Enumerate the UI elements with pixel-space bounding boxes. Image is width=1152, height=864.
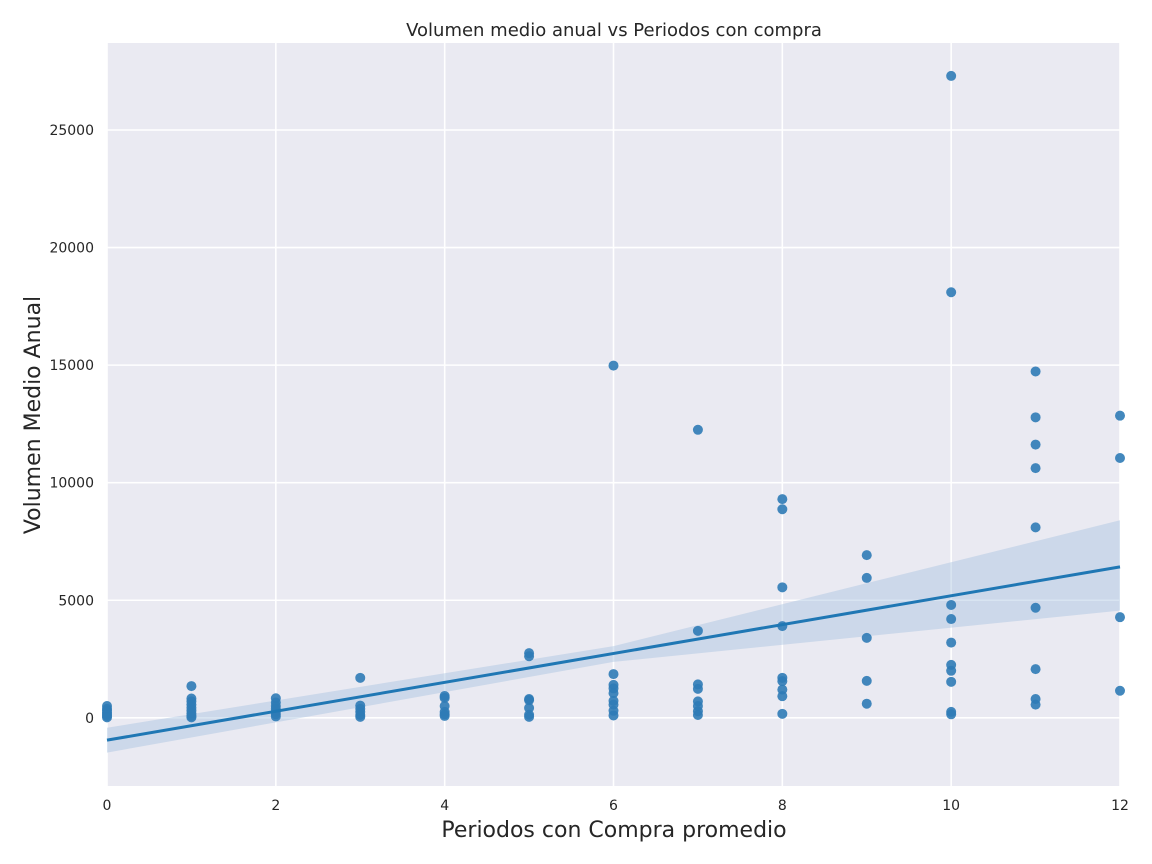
regression-line: [106, 565, 1121, 742]
scatter-point: [1030, 366, 1041, 377]
confidence-band: [107, 520, 1120, 753]
scatter-point: [608, 710, 619, 721]
scatter-point: [861, 572, 872, 583]
scatter-point: [270, 711, 281, 722]
y-axis-label: Volumen Medio Anual: [21, 296, 46, 534]
scatter-point: [1030, 439, 1041, 450]
x-tick-label: 2: [271, 798, 280, 814]
scatter-point: [1030, 463, 1041, 474]
scatter-point: [1030, 602, 1041, 613]
scatter-point: [1115, 452, 1125, 463]
scatter-point: [524, 651, 535, 662]
y-tick-label: 10000: [49, 476, 94, 492]
scatter-point: [861, 675, 872, 686]
scatter-point: [692, 709, 703, 720]
scatter-point: [946, 287, 957, 298]
x-tick-label: 12: [1111, 798, 1129, 814]
scatter-point: [946, 637, 957, 648]
scatter-point: [1115, 685, 1125, 696]
scatter-point: [186, 712, 197, 723]
scatter-point: [1030, 522, 1041, 533]
scatter-point: [1115, 612, 1125, 623]
chart-title: Volumen medio anual vs Periodos con comp…: [406, 20, 822, 41]
scatter-point: [777, 691, 788, 702]
scatter-point: [777, 676, 788, 687]
scatter-point: [861, 550, 872, 561]
scatter-point: [777, 708, 788, 719]
x-axis-label: Periodos con Compra promedio: [441, 818, 786, 843]
scatter-point: [777, 494, 788, 505]
scatter-point: [1030, 664, 1041, 675]
y-tick-label: 0: [85, 711, 94, 727]
y-tick-label: 20000: [49, 241, 94, 257]
data-points: [102, 70, 1125, 723]
scatter-point: [524, 711, 535, 722]
x-tick-label: 6: [609, 798, 618, 814]
scatter-point: [439, 710, 450, 721]
scatter-point: [186, 681, 197, 692]
scatter-point: [946, 665, 957, 676]
scatter-point: [439, 692, 450, 703]
scatter-point: [608, 360, 619, 371]
scatter-point: [1030, 699, 1041, 710]
x-tick-label: 10: [942, 798, 960, 814]
x-tick-labels: 0 2 4 6 8 10 12: [103, 798, 1129, 814]
scatter-point: [608, 688, 619, 699]
y-tick-label: 25000: [49, 123, 94, 139]
x-tick-label: 4: [440, 798, 449, 814]
scatter-point: [1030, 412, 1041, 423]
scatter-point: [1115, 410, 1125, 421]
scatter-point: [946, 70, 957, 81]
scatter-point: [777, 504, 788, 515]
scatter-point: [777, 582, 788, 593]
scatter-point: [946, 709, 957, 720]
scatter-point: [355, 711, 366, 722]
y-tick-labels: 0 5000 10000 15000 20000 25000: [49, 123, 94, 727]
y-tick-label: 15000: [49, 358, 94, 374]
scatter-point: [608, 669, 619, 680]
x-tick-label: 0: [103, 798, 112, 814]
scatter-point: [946, 614, 957, 625]
scatter-point: [692, 683, 703, 694]
scatter-point: [102, 712, 112, 723]
scatter-point: [946, 676, 957, 687]
scatter-point: [861, 698, 872, 709]
scatter-point: [946, 599, 957, 610]
y-tick-label: 5000: [58, 593, 94, 609]
scatter-point: [355, 672, 366, 683]
scatter-point: [524, 695, 535, 706]
scatter-point: [692, 424, 703, 435]
scatter-point: [861, 632, 872, 643]
scatter-point: [692, 625, 703, 636]
x-tick-label: 8: [778, 798, 787, 814]
